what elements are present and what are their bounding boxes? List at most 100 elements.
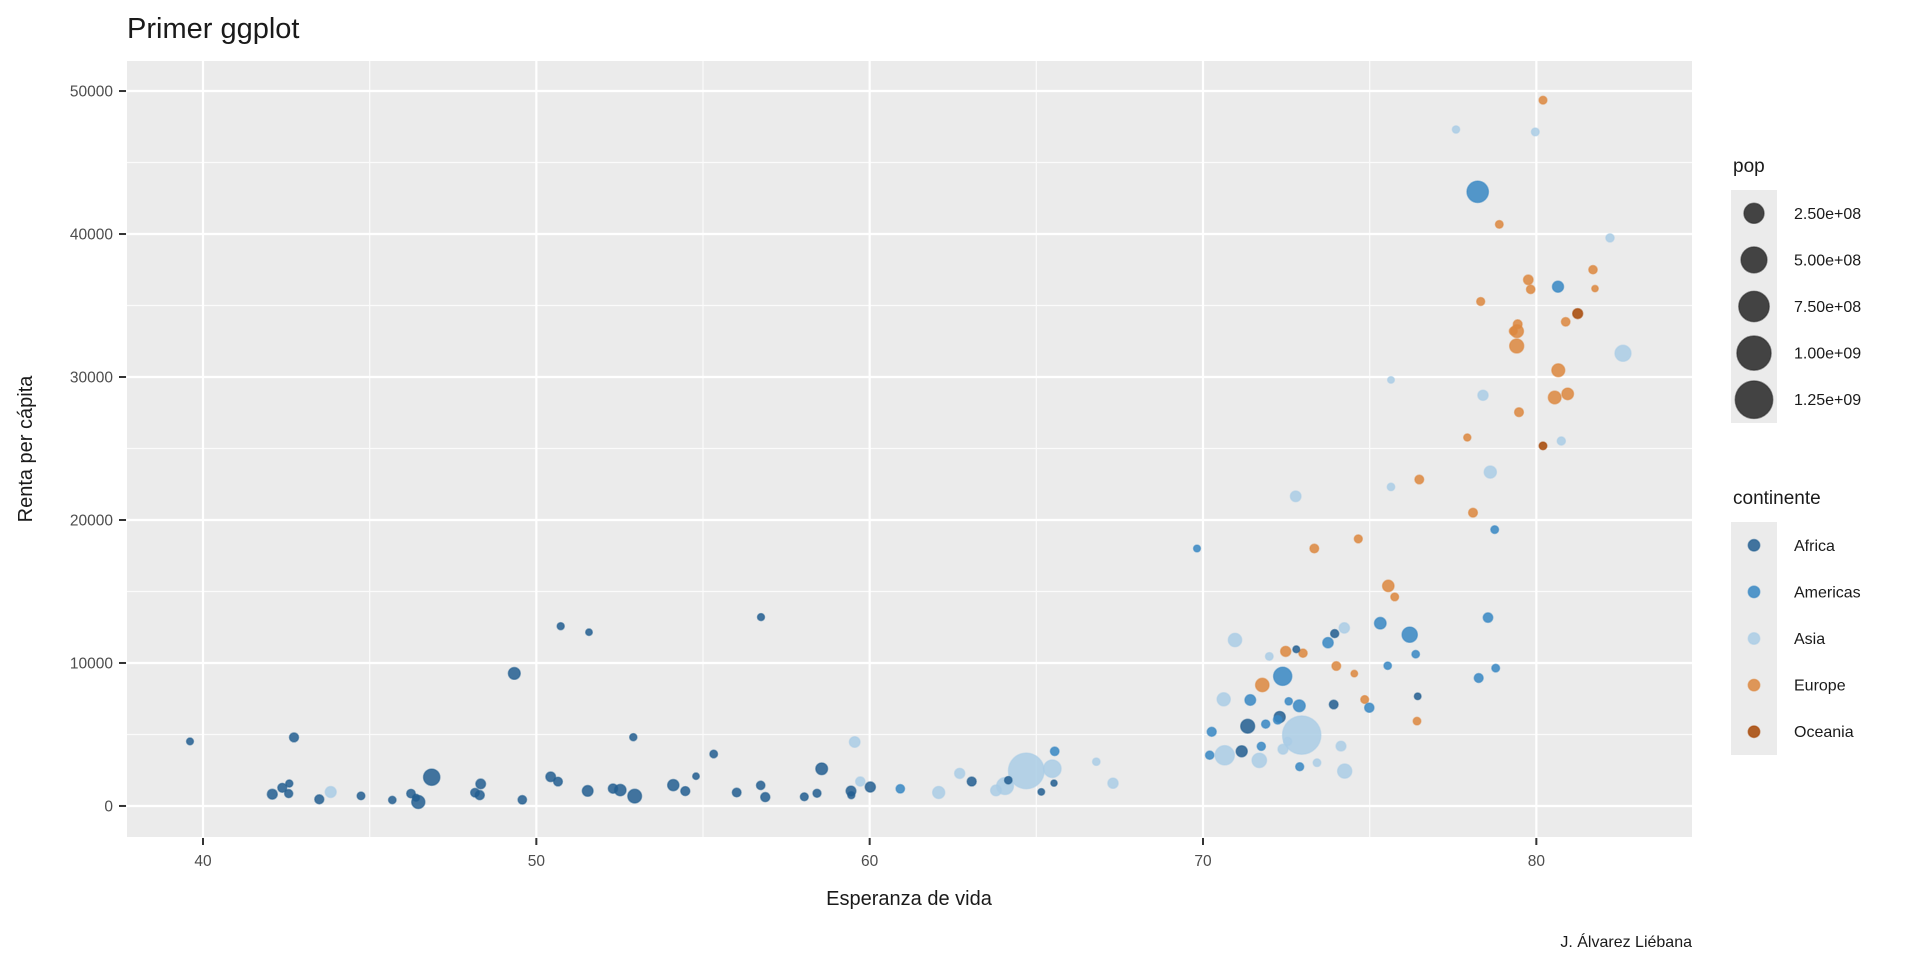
x-axis-title: Esperanza de vida <box>826 888 993 910</box>
data-point-africa <box>812 788 822 799</box>
axes: 40 50 60 70 80 0 10000 20000 30000 40000 50000 <box>70 84 1545 870</box>
color-legend-title: continente <box>1733 488 1821 509</box>
data-point-asia <box>324 785 337 799</box>
y-tick-label: 50000 <box>70 84 113 101</box>
data-point-asia <box>1605 233 1615 243</box>
color-legend-swatch-asia <box>1747 632 1761 646</box>
y-tick-label: 0 <box>104 798 113 815</box>
data-point-europe <box>1279 645 1292 658</box>
data-point-europe <box>1360 694 1370 705</box>
data-point-europe <box>1509 324 1525 339</box>
data-point-asia <box>1556 436 1567 446</box>
data-point-africa <box>1292 645 1301 654</box>
data-point-europe <box>1390 592 1400 602</box>
data-point-americas <box>1272 666 1293 687</box>
color-legend-swatch-americas <box>1747 585 1761 599</box>
data-points <box>185 95 1632 810</box>
data-point-africa <box>627 788 643 804</box>
color-legend-swatch-africa <box>1747 538 1761 552</box>
data-point-asia <box>848 735 861 749</box>
data-point-americas <box>1490 525 1500 535</box>
y-axis-title: Renta per cápita <box>15 375 37 523</box>
data-point-africa <box>469 787 481 798</box>
data-point-europe <box>1462 433 1472 442</box>
data-point-africa <box>584 628 594 637</box>
data-point-africa <box>552 776 564 787</box>
data-point-europe <box>1254 677 1270 693</box>
data-point-asia <box>931 785 946 800</box>
data-point-africa <box>666 778 680 792</box>
data-point-africa <box>475 778 487 790</box>
data-point-europe <box>1350 669 1359 678</box>
data-point-europe <box>1309 543 1320 554</box>
data-point-europe <box>1494 219 1504 230</box>
data-point-americas <box>1383 661 1393 671</box>
data-point-europe <box>1551 363 1566 378</box>
legends: pop 2.50e+08 5.00e+08 7.50e+08 1.00e+09 1.25e… <box>1731 156 1861 755</box>
x-tick-label: 60 <box>861 853 879 870</box>
y-tick-label: 20000 <box>70 512 113 529</box>
data-point-africa <box>613 783 627 797</box>
data-point-africa <box>709 749 719 759</box>
data-point-asia <box>1091 757 1101 767</box>
data-point-africa <box>387 795 397 805</box>
size-legend-label: 2.50e+08 <box>1794 206 1861 223</box>
data-point-europe <box>1588 264 1598 275</box>
y-tick-label: 30000 <box>70 370 113 387</box>
data-point-africa <box>405 788 417 799</box>
data-point-europe <box>1412 716 1422 726</box>
data-point-asia <box>1483 465 1498 479</box>
color-legend-label: Americas <box>1794 584 1861 601</box>
data-point-americas <box>1204 750 1215 761</box>
data-point-africa <box>422 768 441 787</box>
data-point-africa <box>266 788 278 800</box>
color-legend-label: Africa <box>1794 538 1835 555</box>
data-point-americas <box>1373 616 1387 630</box>
plot-title: Primer ggplot <box>127 13 299 45</box>
data-point-oceania <box>1571 307 1584 320</box>
color-legend-swatch-oceania <box>1747 725 1761 739</box>
data-point-africa <box>545 771 557 783</box>
y-tick-label: 40000 <box>70 227 113 244</box>
size-legend-dot <box>1743 202 1765 225</box>
data-point-americas <box>1049 746 1060 757</box>
data-point-asia <box>1386 482 1396 492</box>
data-point-asia <box>1042 759 1062 779</box>
data-point-americas <box>1294 761 1305 772</box>
size-legend-label: 5.00e+08 <box>1794 252 1861 269</box>
data-point-africa <box>517 794 528 805</box>
y-tick-label: 10000 <box>70 655 113 672</box>
data-point-asia <box>1386 375 1396 384</box>
data-point-asia <box>1282 736 1293 747</box>
data-point-africa <box>1329 628 1340 639</box>
data-point-africa <box>731 787 742 798</box>
data-point-europe <box>1513 407 1525 418</box>
data-point-europe <box>1561 387 1575 401</box>
data-point-africa <box>864 781 877 793</box>
data-point-americas <box>1466 180 1490 204</box>
size-legend-label: 7.50e+08 <box>1794 299 1861 316</box>
data-point-americas <box>1284 696 1294 706</box>
data-point-africa <box>356 791 366 801</box>
data-point-americas <box>1192 544 1202 553</box>
data-point-europe <box>1560 316 1571 327</box>
data-point-africa <box>283 788 294 799</box>
data-point-asia <box>1477 389 1489 402</box>
size-legend-dot <box>1738 290 1770 323</box>
data-point-americas <box>1322 636 1334 649</box>
data-point-asia <box>1312 758 1322 768</box>
data-point-asia <box>953 767 966 780</box>
color-legend-label: Asia <box>1794 631 1825 648</box>
data-point-americas <box>1272 714 1283 725</box>
data-point-asia <box>1107 777 1119 790</box>
size-legend-dot <box>1736 335 1772 371</box>
data-point-europe <box>1353 534 1364 544</box>
data-point-europe <box>1522 274 1534 286</box>
data-point-europe <box>1298 648 1308 659</box>
data-point-africa <box>691 772 701 781</box>
data-point-asia <box>1336 763 1353 779</box>
x-tick-label: 40 <box>194 853 212 870</box>
data-point-americas <box>1411 649 1421 659</box>
data-point-asia <box>1214 744 1236 766</box>
